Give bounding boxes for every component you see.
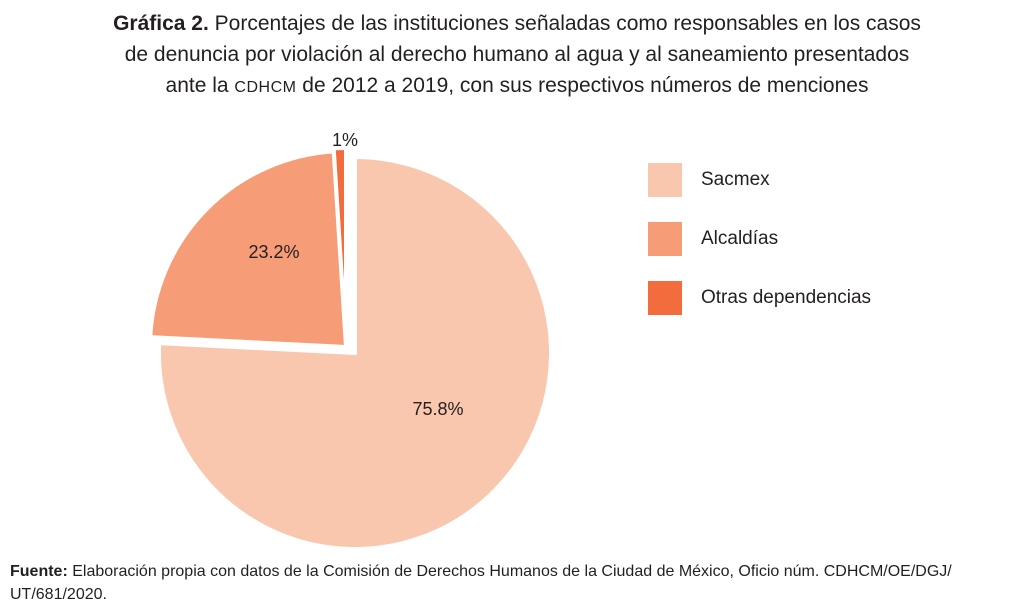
title-line-2: de denuncia por violación al derecho hum… — [124, 43, 910, 66]
slice-label-2: 23.2% — [248, 242, 299, 262]
legend-label-1: Sacmex — [701, 169, 770, 190]
legend-label-3: Otras dependencias — [701, 287, 872, 308]
slice-label-3: 1% — [332, 130, 358, 150]
legend-label-2: Alcaldías — [701, 228, 779, 249]
title-label: Gráfica 2. — [113, 12, 209, 35]
legend-swatch-2 — [648, 222, 682, 256]
source-line-2: UT/681/2020. — [10, 586, 107, 603]
chart-title: Gráfica 2. Porcentajes de las institucio… — [60, 8, 974, 103]
title-org: CDHCM — [234, 79, 297, 96]
legend-item-1: Sacmex — [648, 162, 871, 198]
source-line-1: Fuente: Elaboración propia con datos de … — [10, 560, 1030, 583]
slice-label-1: 75.8% — [412, 399, 463, 419]
legend-item-3: Otras dependencias — [648, 280, 871, 316]
legend-item-2: Alcaldías — [648, 221, 871, 257]
chart-legend: Sacmex Alcaldías Otras dependencias — [648, 162, 871, 339]
title-line-3: ante la CDHCM de 2012 a 2019, con sus re… — [60, 70, 974, 103]
source-label: Fuente: — [10, 563, 68, 580]
source-note: Fuente: Elaboración propia con datos de … — [10, 560, 1030, 606]
title-line-1: Gráfica 2. Porcentajes de las institucio… — [60, 8, 974, 39]
legend-swatch-3 — [648, 281, 682, 315]
pie-chart: 75.8% 23.2% 1% — [148, 130, 553, 551]
legend-swatch-1 — [648, 163, 682, 197]
source-text: Elaboración propia con datos de la Comis… — [67, 563, 952, 580]
pie-slice-3 — [331, 145, 348, 345]
pie-slice-1 — [157, 154, 553, 551]
title-text-1: Porcentajes de las instituciones señalad… — [214, 12, 921, 35]
title-text-3-post: de 2012 a 2019, con sus respectivos núme… — [296, 74, 869, 97]
pie-slice-2 — [148, 149, 349, 350]
title-text-3-pre: ante la — [165, 74, 235, 97]
